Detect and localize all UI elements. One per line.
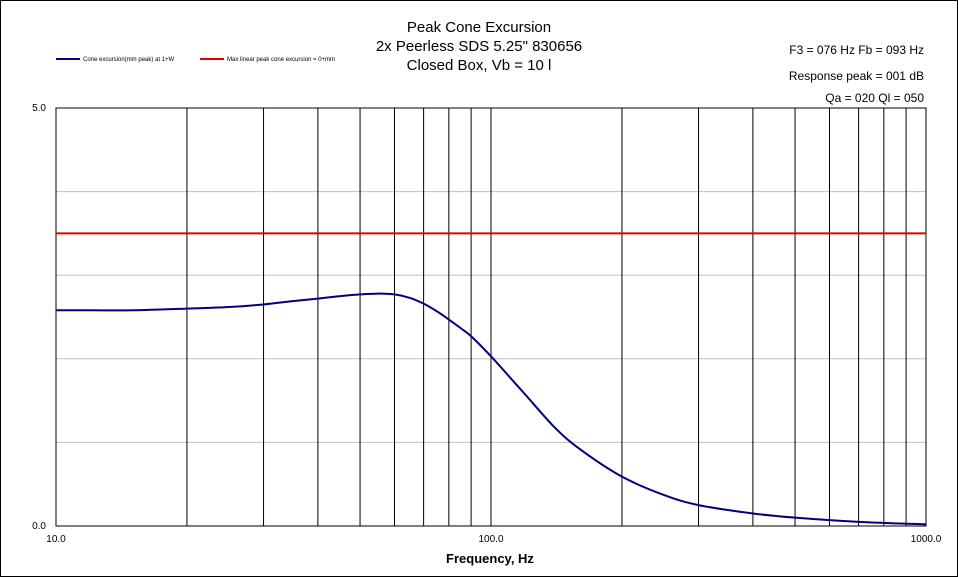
note-qa-ql: Qa = 020 Ql = 050 (825, 91, 924, 105)
legend-entry-max-linear: Max linear peak cone excursion = 0+mm (200, 56, 335, 64)
x-axis-label: Frequency, Hz (446, 551, 534, 566)
note-response-peak: Response peak = 001 dB (788, 69, 924, 83)
y-tick-label-bottom: 0.0 (32, 521, 46, 532)
legend-label-max-linear: Max linear peak cone excursion = 0+mm (227, 57, 336, 63)
chart-title-line-1: Peak Cone Excursion (406, 19, 552, 36)
note-f3-fb: F3 = 076 Hz Fb = 093 Hz (789, 43, 924, 57)
chart-title-line-3: Closed Box, Vb = 10 l (406, 57, 552, 74)
x-tick-label-100: 100.0 (478, 534, 504, 545)
legend-entry-excursion: Cone excursion(mm peak) at 1+W (56, 56, 174, 64)
x-tick-label-10: 10.0 (46, 534, 66, 545)
x-tick-label-1000: 1000.0 (910, 534, 942, 545)
y-tick-label-top: 5.0 (32, 103, 46, 114)
series-line-cone-excursion (56, 292, 927, 526)
legend-label-excursion: Cone excursion(mm peak) at 1+W (83, 57, 175, 63)
legend-swatch-excursion (56, 58, 80, 61)
chart-title-line-2: 2x Peerless SDS 5.25" 830656 (375, 38, 583, 55)
legend-swatch-max-linear (200, 58, 224, 61)
